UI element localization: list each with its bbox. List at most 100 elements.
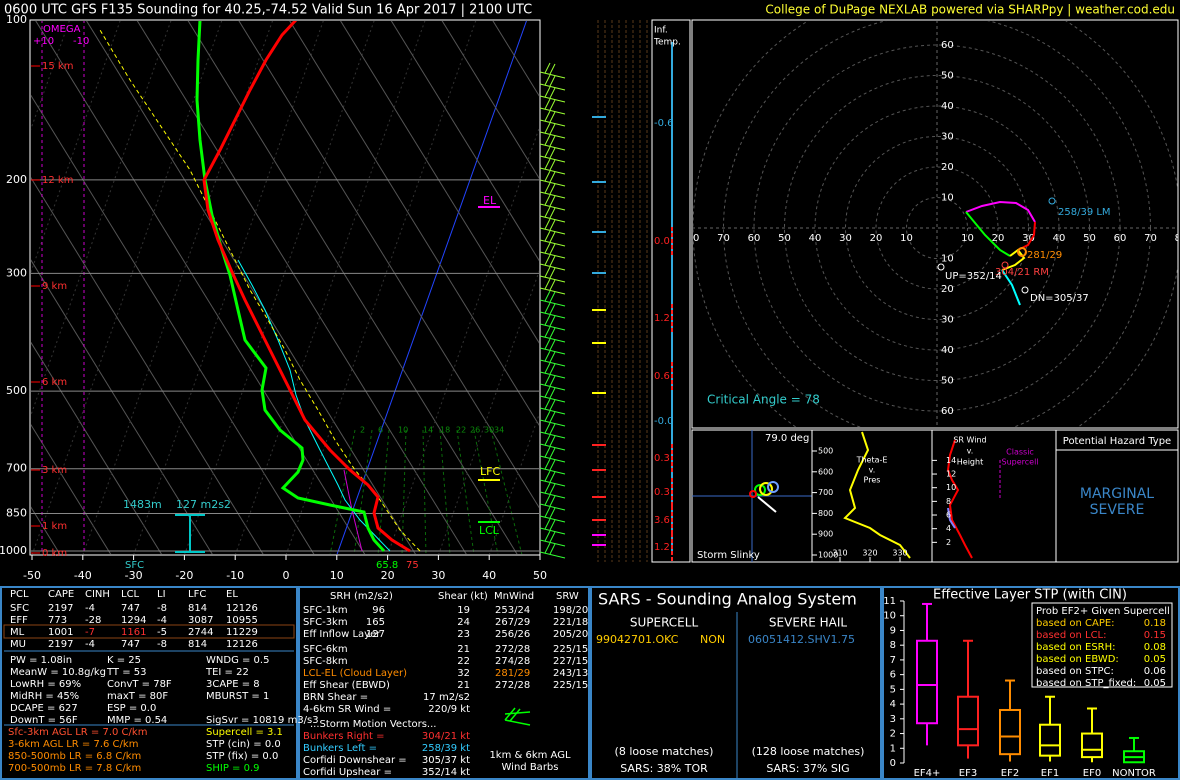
barb-flag	[549, 87, 556, 99]
hodo-ring-label: 40	[809, 233, 822, 244]
barb-staff	[539, 251, 566, 259]
stp-tick-label: 8	[890, 640, 896, 651]
barb-staff	[539, 419, 566, 427]
barb-flag	[544, 482, 551, 494]
hodo-ring-label: 20	[941, 284, 954, 295]
thermo-index: maxT = 80F	[107, 691, 168, 702]
composite-index: STP (fix) = 0.0	[206, 751, 278, 762]
thermo-header: CINH	[85, 589, 110, 600]
downshear-marker	[1021, 286, 1029, 294]
thermo-index: MMP = 0.54	[107, 715, 167, 726]
dry-adiabat	[86, 21, 416, 554]
left-mover-label: 258/39 LM	[1058, 207, 1111, 218]
thermo-index: SigSvr = 10819 m3/s3	[206, 715, 319, 726]
thermo-index: WNDG = 0.5	[206, 655, 269, 666]
mixing-ratio-line	[401, 429, 407, 554]
barb-flag	[544, 530, 551, 542]
thermo-cell: 747	[121, 603, 140, 614]
barb-flag	[549, 507, 556, 519]
hazard-value: MARGINAL	[1080, 486, 1154, 502]
sars-match: 06051412.SHV	[748, 633, 831, 646]
thermo-cell: -4	[85, 639, 95, 650]
mixing-ratio-label: 18	[440, 426, 450, 435]
kinematics-extra-label: 4-6km SR Wind =	[303, 704, 391, 715]
thermo-cell: 747	[121, 639, 140, 650]
barb-flag	[549, 447, 556, 459]
storm-motion-label: Corfidi Downshear =	[303, 755, 407, 766]
barb-staff	[539, 455, 566, 463]
stp-legend-value: 0.18	[1144, 618, 1166, 629]
sars-summary: SARS: 37% SIG	[766, 762, 849, 775]
omega-title: OMEGA	[43, 24, 81, 35]
barb-flag	[509, 708, 521, 722]
storm-motion-label: Corfidi Upshear =	[303, 767, 392, 778]
lapse-rate: 700-500mb LR = 7.8 C/km	[8, 763, 141, 774]
temperature-tick-label: -30	[125, 569, 143, 582]
barb-flag	[544, 458, 551, 470]
barb-flag	[544, 74, 551, 86]
stp-tick-label: 5	[890, 684, 896, 695]
barb-staff	[539, 395, 566, 403]
sr-wind-label: Classic	[1006, 448, 1034, 457]
barb-staff	[539, 167, 566, 175]
thermo-cell: 3087	[188, 615, 213, 626]
height-label: 12 km	[42, 175, 73, 186]
kinematics-cell: 96	[372, 605, 385, 616]
hazard-frame	[1055, 429, 1179, 563]
barb-flag	[544, 146, 551, 158]
thermo-cell: 12126	[226, 603, 258, 614]
inferred-temp-panel: Inf. Temp. -0.6 0.0 1.2 0.6 -0.0 0.3 0.3 3.6 1.2	[651, 19, 691, 563]
barb-staff	[504, 719, 531, 726]
sr-wind-label: Supercell	[1001, 458, 1038, 467]
height-label: 0 km	[42, 548, 67, 559]
kinematics-cell: 281/29	[495, 668, 530, 679]
barb-glyph	[504, 707, 531, 726]
hodo-ring-label: 20	[870, 233, 883, 244]
upshear-marker	[937, 263, 945, 271]
barb-flag	[549, 411, 556, 423]
parcel-profile	[99, 29, 421, 552]
barb-flag	[549, 495, 556, 507]
sars-result: 1.75	[831, 633, 856, 646]
skewt-profiles	[99, 21, 500, 553]
barb-staff	[539, 407, 566, 415]
barb-flag	[549, 291, 556, 303]
skewt-background	[31, 21, 539, 554]
barb-staff	[539, 239, 566, 247]
barb-flag	[549, 279, 556, 291]
inflow-depth: 1483m	[123, 498, 162, 511]
stp-legend-value: 0.06	[1144, 666, 1166, 677]
barb-flag	[549, 147, 556, 159]
thermo-frame	[0, 586, 298, 780]
composite-index: Supercell = 3.1	[206, 727, 283, 738]
inf-value: -0.0	[654, 416, 674, 427]
pressure-tick-label: 300	[6, 266, 27, 279]
thermo-cell: -5	[157, 627, 167, 638]
hodo-ring	[753, 44, 1121, 412]
barb-staff	[504, 711, 531, 715]
temperature-tick-label: 30	[431, 569, 445, 582]
stp-tick-label: 4	[890, 699, 896, 710]
barb-flag	[544, 542, 551, 554]
thermo-header: PCL	[10, 589, 29, 600]
stp-box	[999, 708, 1021, 756]
isotherm	[336, 21, 527, 554]
stp-frame	[882, 586, 1180, 780]
kinematics-frame	[298, 586, 590, 780]
thermo-header: EL	[226, 589, 238, 600]
barb-flag	[544, 302, 551, 314]
kinematics-cell: 274/28	[495, 656, 530, 667]
barb-flag	[549, 123, 556, 135]
temperature-tick-label: -50	[23, 569, 41, 582]
barb-flag	[544, 194, 551, 206]
barb-flag	[544, 422, 551, 434]
barb-flag	[544, 350, 551, 362]
inf-value: 0.0	[654, 236, 670, 247]
stp-tick-label: 11	[883, 596, 896, 607]
thermo-index: PW = 1.08in	[10, 655, 72, 666]
height-label: 1 km	[42, 521, 67, 532]
sr-wind-height-label: 4	[946, 524, 951, 533]
storm-motion-value: 258/39 kt	[422, 743, 470, 754]
kinematics-cell: 127	[366, 629, 385, 640]
hodo-ring-label: 70	[1144, 233, 1157, 244]
